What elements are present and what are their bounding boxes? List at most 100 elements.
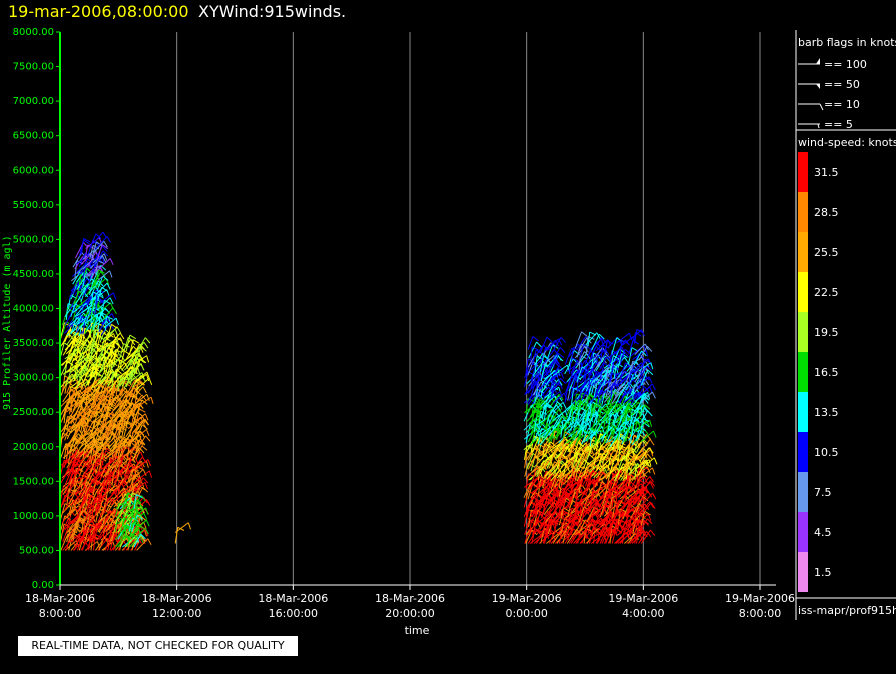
wind-barb bbox=[107, 455, 120, 466]
wind-barb bbox=[560, 463, 572, 478]
wind-barb bbox=[95, 479, 105, 494]
x-tick-time: 20:00:00 bbox=[385, 607, 434, 620]
wind-barb-flag bbox=[643, 476, 648, 484]
wind-barb bbox=[89, 458, 101, 471]
wind-barb-flag bbox=[557, 395, 563, 402]
wind-barb bbox=[84, 419, 90, 436]
wind-barb-flag bbox=[141, 445, 148, 451]
wind-barb bbox=[570, 371, 578, 385]
wind-barb bbox=[91, 497, 96, 514]
speed-swatch bbox=[798, 312, 808, 352]
wind-barb-flag bbox=[649, 476, 654, 483]
wind-barb bbox=[99, 487, 103, 504]
wind-barb-flag bbox=[112, 292, 117, 300]
wind-barb bbox=[548, 427, 556, 444]
wind-barb bbox=[82, 328, 86, 345]
wind-barb-flag bbox=[143, 341, 149, 349]
wind-barb bbox=[98, 348, 104, 363]
wind-barb bbox=[584, 413, 590, 431]
wind-barb-flag bbox=[91, 472, 96, 479]
wind-barb bbox=[100, 347, 110, 362]
wind-barb bbox=[634, 526, 639, 544]
wind-barb bbox=[577, 351, 585, 366]
wind-barb-flag bbox=[650, 529, 656, 536]
wind-barb bbox=[638, 501, 651, 516]
wind-barb-flag bbox=[145, 507, 149, 515]
wind-barb bbox=[113, 349, 117, 365]
wind-barb bbox=[639, 467, 653, 479]
wind-barb bbox=[107, 422, 115, 438]
wind-barb-flag bbox=[139, 440, 146, 446]
wind-barb bbox=[92, 522, 97, 541]
wind-barb-flag bbox=[554, 395, 559, 403]
wind-barb-flag bbox=[141, 372, 145, 380]
wind-barb bbox=[74, 393, 87, 408]
wind-barb-flag bbox=[146, 394, 150, 401]
wind-barb-flag bbox=[560, 377, 566, 384]
wind-barb bbox=[109, 414, 114, 431]
wind-barb-flag bbox=[611, 429, 618, 435]
wind-barb-flag bbox=[106, 236, 111, 243]
wind-barb-flag bbox=[116, 394, 122, 401]
chart-plot-name: XYWind:915winds. bbox=[198, 2, 346, 21]
wind-barb bbox=[123, 464, 131, 479]
wind-barb bbox=[127, 466, 134, 484]
wind-barb bbox=[88, 506, 92, 523]
wind-barb bbox=[103, 357, 106, 375]
wind-barb bbox=[583, 480, 592, 496]
wind-barb bbox=[72, 490, 85, 504]
wind-barb-flag bbox=[138, 408, 146, 413]
wind-barb bbox=[89, 280, 94, 295]
wind-barb bbox=[638, 453, 648, 467]
wind-barb-flag bbox=[100, 271, 106, 278]
wind-barb bbox=[524, 371, 529, 388]
wind-barb bbox=[174, 527, 179, 544]
wind-barb bbox=[102, 525, 106, 542]
wind-barb bbox=[102, 307, 114, 320]
wind-barb bbox=[565, 475, 578, 489]
wind-barb bbox=[135, 399, 143, 417]
wind-barb bbox=[94, 466, 101, 483]
wind-barb bbox=[542, 483, 554, 496]
wind-barb bbox=[632, 384, 635, 399]
wind-barb bbox=[66, 415, 71, 431]
wind-barb bbox=[119, 497, 130, 510]
wind-barb bbox=[66, 488, 70, 505]
wind-barb-flag bbox=[101, 244, 108, 250]
wind-barb bbox=[74, 527, 85, 542]
wind-barb bbox=[577, 492, 585, 507]
wind-barb bbox=[68, 499, 74, 515]
wind-barb bbox=[567, 421, 579, 433]
x-tick-date: 18-Mar-2006 bbox=[142, 592, 212, 605]
wind-barb bbox=[562, 420, 568, 439]
wind-barb bbox=[76, 342, 80, 360]
wind-barb-flag bbox=[573, 346, 580, 352]
wind-barb bbox=[548, 359, 555, 374]
wind-barb-flag bbox=[531, 346, 539, 351]
wind-barb bbox=[547, 461, 556, 478]
wind-barb bbox=[65, 303, 69, 320]
wind-barb bbox=[82, 401, 88, 419]
wind-barb bbox=[634, 447, 644, 460]
wind-barb-flag bbox=[80, 408, 87, 414]
wind-barb-flag bbox=[533, 435, 541, 440]
wind-barb bbox=[538, 496, 542, 513]
wind-barb bbox=[75, 451, 84, 466]
wind-barb bbox=[552, 413, 562, 429]
wind-barb bbox=[135, 337, 146, 353]
wind-barb bbox=[632, 476, 645, 490]
wind-barb bbox=[135, 477, 144, 492]
wind-barb-flag bbox=[114, 328, 119, 336]
wind-barb bbox=[568, 343, 579, 357]
wind-barb bbox=[73, 535, 81, 551]
wind-barb bbox=[78, 285, 87, 300]
wind-barb bbox=[573, 383, 585, 397]
wind-barb bbox=[625, 373, 635, 391]
speed-label: 28.5 bbox=[814, 206, 839, 219]
wind-barb bbox=[558, 472, 562, 489]
wind-barb-flag bbox=[144, 482, 148, 490]
wind-barb bbox=[121, 440, 130, 456]
speed-swatch bbox=[798, 152, 808, 192]
wind-barb bbox=[576, 503, 588, 516]
y-tick-label: 500.00 bbox=[19, 545, 54, 556]
